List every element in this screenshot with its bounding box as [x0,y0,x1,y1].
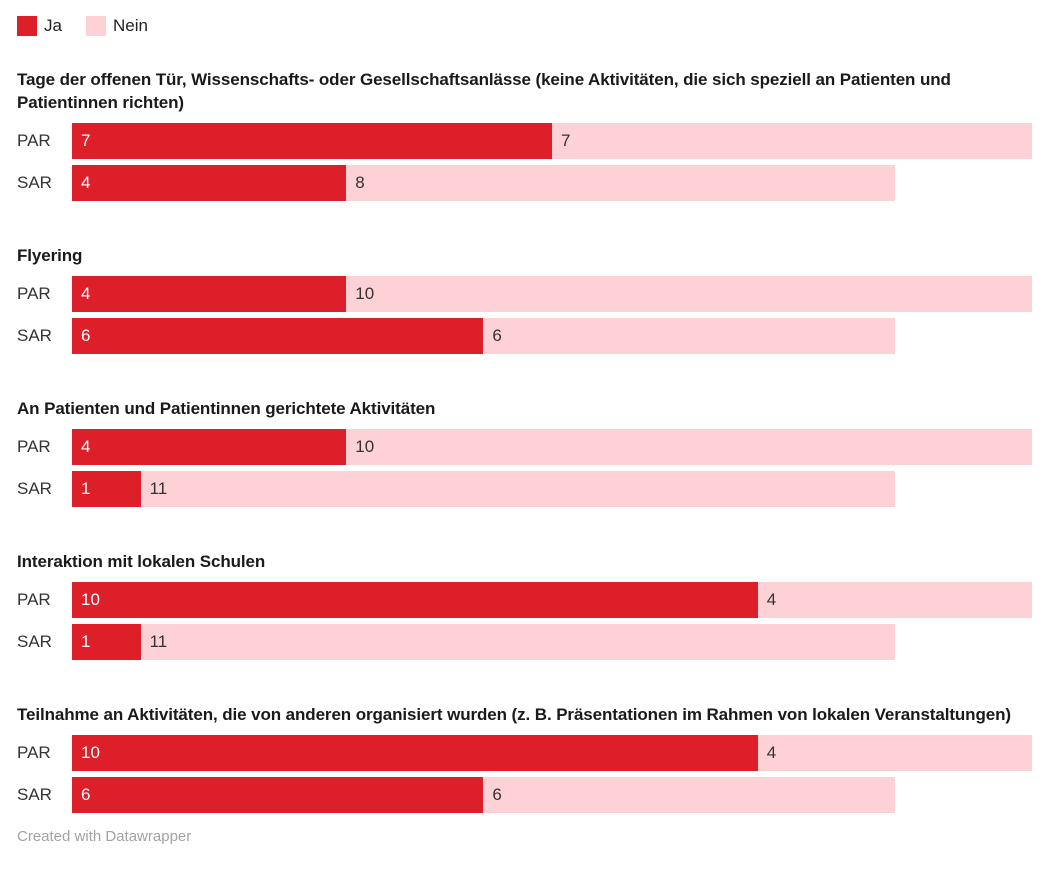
bar-row: SAR 4 8 [17,165,1032,201]
group-title: An Patienten und Patientinnen gerichtete… [17,399,436,418]
value-label-nein: 4 [766,743,777,762]
value-label-ja: 4 [81,173,91,192]
bar-segment-ja[interactable]: 6 [72,777,484,813]
bar-segment-ja[interactable]: 4 [72,165,347,201]
value-label-ja: 4 [81,437,91,456]
chart-group: Interaktion mit lokalen Schulen PAR 10 4… [17,550,1032,660]
value-label-nein: 11 [149,632,168,651]
bar-segment-ja[interactable]: 1 [72,471,141,507]
bar-track: 7 7 [72,123,1032,159]
group-rows: PAR 4 10 SAR 6 6 [17,276,1032,354]
bar-track: 4 10 [72,429,1032,465]
bar-segment-nein[interactable]: 4 [757,582,1032,618]
bar-segment-nein[interactable]: 7 [552,123,1032,159]
row-label: SAR [17,785,52,804]
value-label-nein: 10 [355,437,375,456]
value-label-nein: 6 [492,785,502,804]
value-label-ja: 7 [81,131,91,150]
legend-label: Ja [44,16,62,35]
bar-segment-ja[interactable]: 1 [72,624,141,660]
value-label-ja: 6 [81,326,91,345]
row-label: PAR [17,131,51,150]
bar-track: 6 6 [72,777,1032,813]
chart-group: Flyering PAR 4 10 SAR 6 6 [17,244,1032,354]
row-label: SAR [17,632,52,651]
bar-row: PAR 4 10 [17,276,1032,312]
value-label-ja: 1 [81,632,91,651]
legend-item: Ja [17,16,62,36]
value-label-ja: 4 [81,284,91,303]
bar-segment-nein[interactable]: 8 [346,165,895,201]
bar-segment-nein[interactable]: 11 [140,624,895,660]
bar-segment-nein[interactable]: 10 [346,276,1032,312]
value-label-ja: 10 [81,743,100,762]
value-label-ja: 6 [81,785,91,804]
bar-track: 10 4 [72,735,1032,771]
row-label: PAR [17,590,51,609]
bar-segment-nein[interactable]: 11 [140,471,895,507]
row-label: PAR [17,743,51,762]
bar-segment-ja[interactable]: 4 [72,276,347,312]
bar-row: SAR 6 6 [17,318,1032,354]
bar-segment-nein[interactable]: 10 [346,429,1032,465]
group-title: Interaktion mit lokalen Schulen [17,552,266,571]
bar-track: 10 4 [72,582,1032,618]
bar-segment-ja[interactable]: 10 [72,735,758,771]
group-rows: PAR 4 10 SAR 1 11 [17,429,1032,507]
value-label-nein: 10 [355,284,375,303]
bar-row: PAR 4 10 [17,429,1032,465]
value-label-nein: 7 [561,131,571,150]
legend: Ja Nein [17,15,1032,37]
bar-row: PAR 10 4 [17,735,1032,771]
bar-track: 6 6 [72,318,1032,354]
bar-track: 4 10 [72,276,1032,312]
group-title: Teilnahme an Aktivitäten, die von andere… [17,705,1011,724]
row-label: SAR [17,479,52,498]
bar-row: SAR 1 11 [17,624,1032,660]
bar-row: SAR 1 11 [17,471,1032,507]
bar-track: 1 11 [72,624,1032,660]
value-label-nein: 6 [492,326,502,345]
chart-group: Tage der offenen Tür, Wissenschafts- ode… [17,68,1032,201]
bar-row: PAR 10 4 [17,582,1032,618]
bar-segment-nein[interactable]: 4 [757,735,1032,771]
chart-groups: Tage der offenen Tür, Wissenschafts- ode… [17,68,1032,813]
value-label-ja: 1 [81,479,91,498]
bar-track: 1 11 [72,471,1032,507]
bar-segment-nein[interactable]: 6 [483,318,895,354]
row-label: SAR [17,173,52,192]
datawrapper-attribution-link[interactable]: Created with Datawrapper [17,828,192,845]
legend-item: Nein [85,16,148,36]
bar-segment-ja[interactable]: 6 [72,318,484,354]
group-rows: PAR 7 7 SAR 4 8 [17,123,1032,201]
legend-swatch-icon [85,16,106,36]
bar-segment-ja[interactable]: 4 [72,429,347,465]
bar-row: SAR 6 6 [17,777,1032,813]
bar-segment-ja[interactable]: 7 [72,123,552,159]
legend-swatch-icon [17,16,37,36]
bar-segment-nein[interactable]: 6 [483,777,895,813]
row-label: PAR [17,437,51,456]
bar-row: PAR 7 7 [17,123,1032,159]
value-label-nein: 8 [355,173,365,192]
group-title: Tage der offenen Tür, Wissenschafts- ode… [17,70,951,112]
value-label-ja: 10 [81,590,100,609]
row-label: SAR [17,326,52,345]
group-rows: PAR 10 4 SAR 1 11 [17,582,1032,660]
chart-group: An Patienten und Patientinnen gerichtete… [17,397,1032,507]
group-title: Flyering [17,246,83,265]
group-rows: PAR 10 4 SAR 6 6 [17,735,1032,813]
bar-track: 4 8 [72,165,1032,201]
bar-segment-ja[interactable]: 10 [72,582,758,618]
value-label-nein: 4 [766,590,777,609]
row-label: PAR [17,284,51,303]
chart-group: Teilnahme an Aktivitäten, die von andere… [17,703,1032,813]
value-label-nein: 11 [149,479,168,498]
legend-label: Nein [112,16,148,35]
